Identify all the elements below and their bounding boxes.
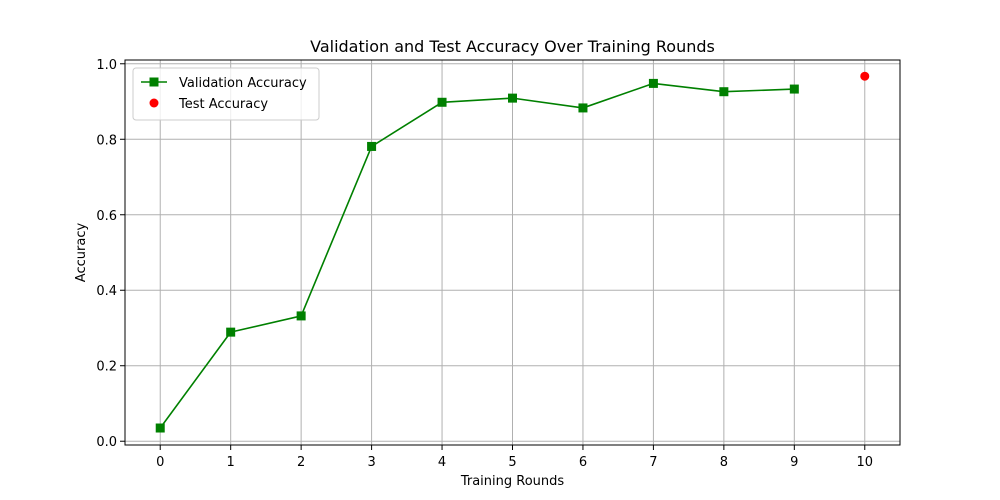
- y-tick-label: 0.4: [96, 284, 117, 299]
- x-tick-label: 8: [720, 455, 728, 470]
- legend-marker: [149, 77, 159, 87]
- chart-title: Validation and Test Accuracy Over Traini…: [310, 37, 715, 56]
- ticks: 0 1 2 3 4 5 6 7 8 9 10 0.0 0.2 0.4 0.6 0.8 1.0: [96, 58, 873, 470]
- legend-label: Validation Accuracy: [179, 76, 307, 91]
- series-1: [860, 71, 870, 81]
- y-tick-label: 1.0: [96, 58, 117, 73]
- legend-box: [132, 67, 320, 121]
- legend-items: Validation Accuracy Test Accuracy: [141, 76, 307, 112]
- y-axis-label: Accuracy: [74, 223, 89, 283]
- data-point: [789, 84, 799, 94]
- x-tick-label: 10: [856, 455, 873, 470]
- x-tick-label: 7: [649, 455, 657, 470]
- data-point: [296, 311, 306, 321]
- y-tick-label: 0.8: [96, 133, 117, 148]
- legend-marker: [149, 98, 159, 108]
- legend: Validation Accuracy Test Accuracy: [132, 67, 320, 121]
- x-axis-label: Training Rounds: [460, 474, 565, 489]
- data-point: [437, 97, 447, 107]
- data-point: [860, 71, 870, 81]
- series-line: [159, 82, 795, 429]
- data-point: [226, 327, 236, 337]
- x-tick-label: 6: [579, 455, 587, 470]
- series-layer: [155, 71, 870, 433]
- y-tick-label: 0.2: [96, 360, 117, 375]
- y-tick-label: 0.6: [96, 209, 117, 224]
- data-point: [648, 78, 658, 88]
- x-tick-label: 5: [508, 455, 516, 470]
- grid: [125, 60, 900, 445]
- data-point: [155, 423, 165, 433]
- series-0: [155, 78, 799, 433]
- x-tick-label: 1: [227, 455, 235, 470]
- data-point: [508, 93, 517, 103]
- y-tick-label: 0.0: [96, 435, 117, 450]
- data-point: [578, 103, 588, 113]
- data-point: [367, 141, 377, 151]
- legend-item: Validation Accuracy: [141, 76, 307, 91]
- x-tick-label: 2: [297, 455, 305, 470]
- x-tick-label: 9: [790, 455, 798, 470]
- legend-item: Test Accuracy: [149, 97, 268, 112]
- x-tick-label: 4: [438, 455, 446, 470]
- legend-label: Test Accuracy: [178, 97, 268, 112]
- x-tick-label: 0: [156, 455, 164, 470]
- data-point: [719, 87, 729, 97]
- x-tick-label: 3: [367, 455, 375, 470]
